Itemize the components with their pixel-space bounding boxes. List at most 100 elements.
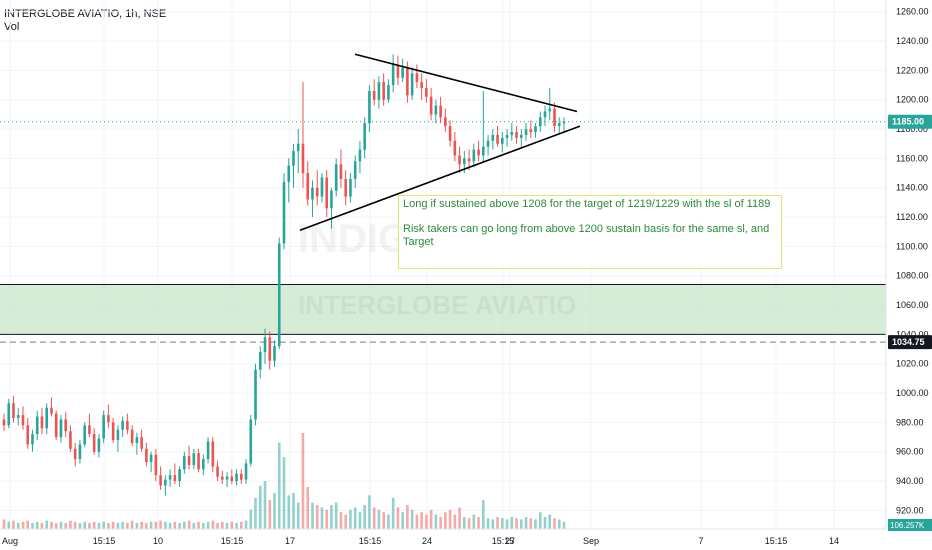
- candle: [50, 397, 53, 417]
- candle: [420, 73, 423, 100]
- volume-bar: [505, 519, 509, 529]
- volume-bar: [216, 523, 219, 529]
- candle-body: [258, 352, 262, 370]
- candle-body: [254, 369, 257, 420]
- volume-bar: [334, 502, 338, 529]
- candle-body: [263, 337, 267, 352]
- candle: [92, 428, 96, 455]
- time-tick-label: Sep: [583, 536, 599, 546]
- trade-annotation[interactable]: Long if sustained above 1208 for the tar…: [398, 195, 782, 269]
- candle-body: [344, 178, 347, 197]
- candle: [282, 173, 286, 250]
- volume-badge-text: 106.257K: [890, 521, 925, 530]
- candle: [178, 466, 181, 487]
- volume-bar: [149, 521, 153, 529]
- candle-body: [491, 134, 495, 141]
- candle: [415, 64, 419, 88]
- candle-body: [368, 90, 371, 124]
- volume-bar: [111, 521, 115, 529]
- last-price-badge: 1185.00: [888, 114, 932, 129]
- candle: [97, 434, 101, 458]
- candle-body: [429, 96, 433, 115]
- candle: [202, 454, 205, 476]
- volume-bar: [510, 517, 514, 529]
- candle-body: [420, 82, 423, 88]
- upper-trendline[interactable]: [354, 53, 578, 113]
- candle: [221, 470, 224, 484]
- volume-bar: [230, 521, 234, 529]
- volume-bar: [173, 521, 177, 529]
- volume-bar: [7, 521, 11, 529]
- volume-bar: [415, 514, 419, 529]
- volume-bar: [92, 521, 96, 529]
- demand-zone: [0, 284, 886, 335]
- candle-body: [197, 453, 200, 470]
- candle-body: [69, 431, 72, 449]
- candle-body: [472, 149, 476, 162]
- candle: [230, 469, 234, 484]
- volume-bar: [292, 493, 295, 529]
- volume-bar: [54, 523, 58, 529]
- candle-body: [16, 415, 20, 418]
- candle: [64, 412, 67, 438]
- volume-bar: [277, 442, 281, 529]
- time-tick-label: 7: [698, 536, 703, 546]
- candle: [553, 102, 556, 132]
- volume-badge: 106.257K: [888, 519, 932, 531]
- volume-bar: [164, 521, 167, 529]
- candle-body: [88, 425, 91, 435]
- candle-body: [439, 105, 442, 118]
- volume-badge-bg: [888, 519, 932, 531]
- volume-bar: [50, 521, 53, 529]
- volume-bar: [154, 521, 158, 529]
- candle-body: [444, 117, 447, 127]
- volume-bar: [458, 507, 461, 529]
- candle: [211, 437, 215, 473]
- volume-bar: [524, 517, 528, 529]
- candle: [135, 432, 139, 455]
- candle: [368, 85, 371, 132]
- candle-body: [45, 407, 49, 429]
- candle: [353, 155, 357, 188]
- price-axis[interactable]: 920.00 940.00 960.00 980.00 1000.00 1020.00 10…: [885, 0, 929, 529]
- price-tick-label: 1200.00: [896, 95, 929, 105]
- candle-body: [543, 111, 547, 118]
- candle: [296, 129, 300, 174]
- volume-bar: [344, 514, 347, 529]
- candle-body: [268, 337, 272, 361]
- price-tick-label: 960.00: [896, 447, 924, 457]
- candle: [382, 73, 385, 106]
- candle: [140, 429, 143, 452]
- lower-trendline[interactable]: [299, 125, 581, 232]
- candle: [235, 469, 238, 486]
- candle-body: [292, 151, 295, 166]
- candle-body: [349, 178, 352, 197]
- last-price-badge-text: 1185.00: [892, 117, 924, 127]
- candle: [519, 129, 523, 147]
- candle: [12, 396, 15, 423]
- volume-bar: [197, 521, 200, 529]
- volume-bar: [444, 512, 447, 529]
- candle: [239, 469, 243, 484]
- candle: [88, 413, 91, 438]
- volume-bar: [538, 512, 542, 529]
- price-tick-label: 1020.00: [896, 359, 929, 369]
- volume-bar: [16, 523, 20, 529]
- candle: [59, 415, 63, 443]
- volume-label: Vol: [4, 21, 20, 33]
- volume-bar: [391, 497, 395, 529]
- volume-bar: [26, 520, 30, 529]
- volume-bar: [78, 523, 82, 529]
- candle: [477, 140, 480, 162]
- price-tick-label: 1160.00: [896, 153, 928, 163]
- time-tick-label: 17: [285, 536, 295, 546]
- volume-bar: [406, 505, 409, 529]
- candle: [444, 108, 447, 132]
- candle-body: [273, 346, 276, 361]
- volume-bar: [496, 517, 499, 529]
- volume-bar: [315, 505, 319, 529]
- volume-bar: [311, 502, 314, 529]
- volume-bar: [534, 519, 537, 529]
